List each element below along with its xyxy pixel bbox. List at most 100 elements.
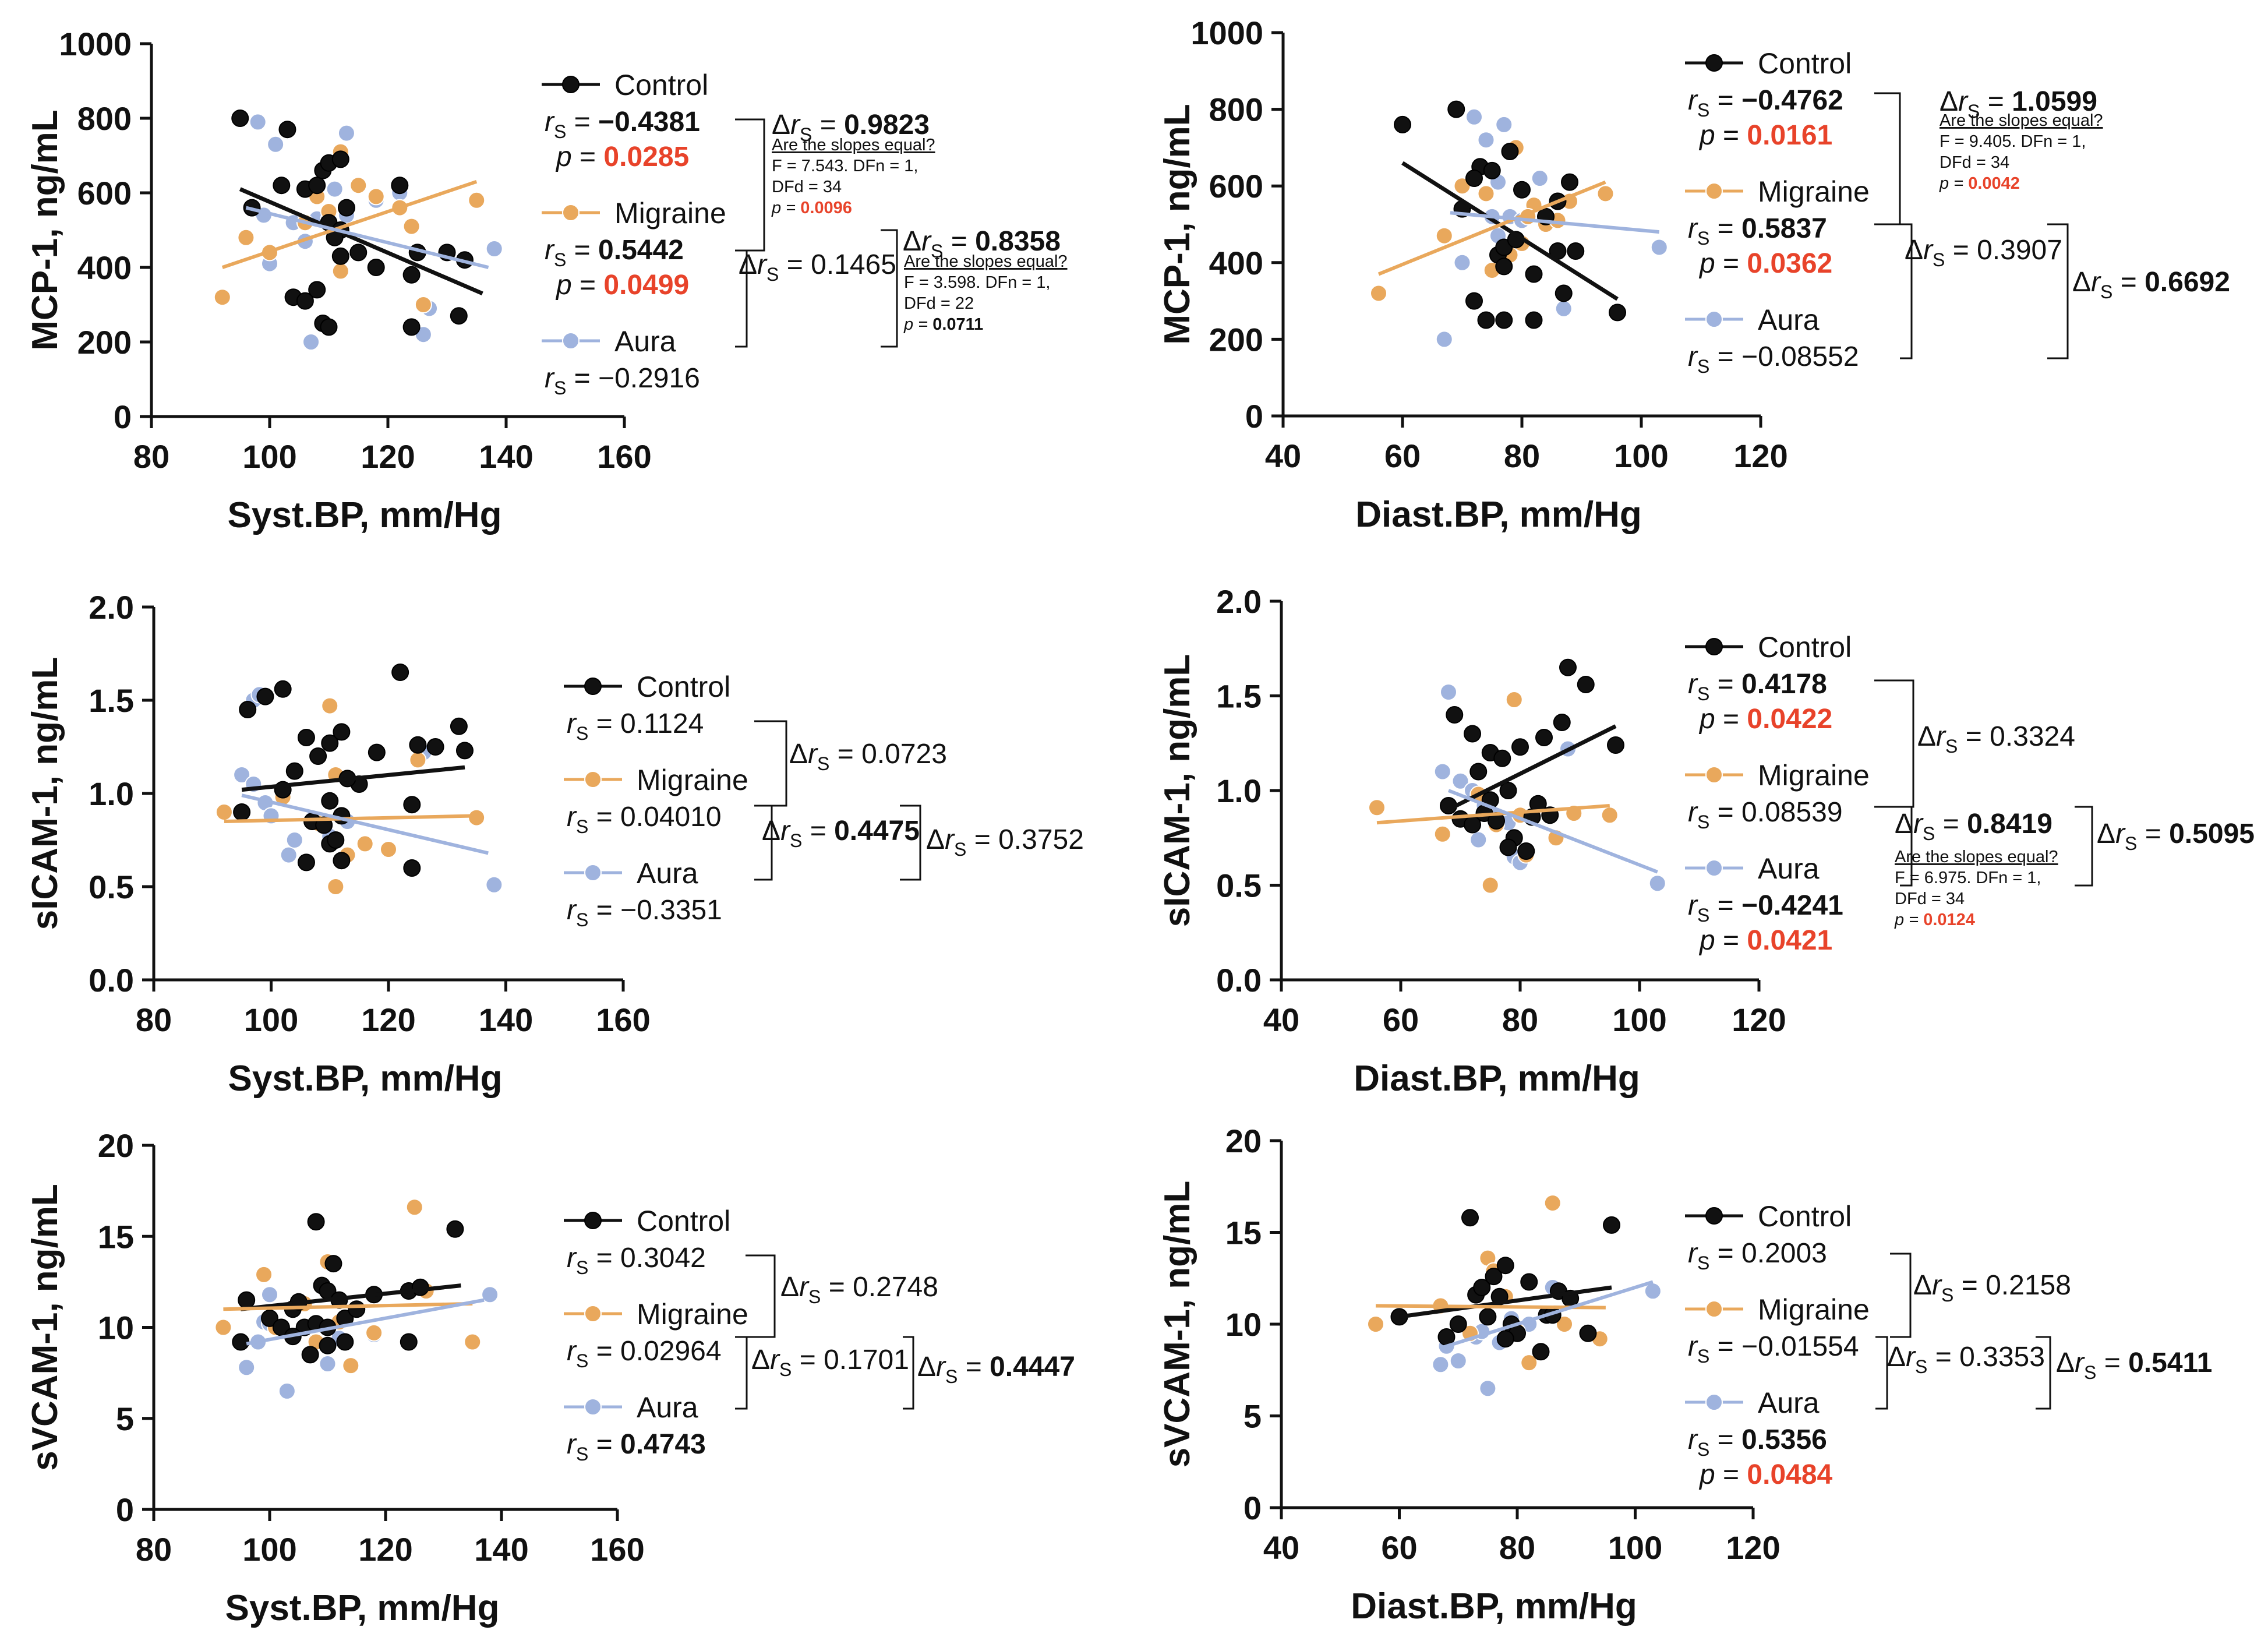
delta-rs-label: ΔrS = 0.2748: [780, 1272, 938, 1307]
y-tick-label: 1.0: [1216, 772, 1262, 809]
slope-test-question: Are the slopes equal?: [772, 136, 935, 154]
data-point-aura: [1453, 253, 1471, 271]
x-axis-title: Diast.BP, mm/Hg: [1354, 1059, 1640, 1099]
data-point-migraine: [1477, 185, 1495, 203]
legend-marker-control: [1705, 54, 1723, 72]
comparison-bracket: [2036, 1336, 2051, 1410]
x-tick-label: 140: [474, 1531, 528, 1568]
fit-line-migraine: [1376, 804, 1610, 825]
rs-value: 0.4743: [620, 1429, 706, 1460]
legend-label-migraine: Migraine: [1758, 759, 1870, 792]
y-tick-label: 1.5: [1216, 678, 1262, 715]
delta-rs-value: 0.4447: [990, 1352, 1075, 1382]
slope-test-p-value: 0.0124: [1923, 911, 1975, 929]
slope-test-f: F = 7.543. DFn = 1,: [772, 157, 918, 175]
x-tick-label: 120: [358, 1531, 412, 1568]
delta-rs-value: 0.3752: [998, 824, 1084, 855]
data-point-migraine: [1505, 691, 1523, 708]
data-point-control: [446, 1220, 464, 1238]
y-tick-label: 400: [77, 249, 132, 286]
comparison-bracket: [1900, 223, 1913, 359]
legend-marker-aura: [584, 1398, 602, 1416]
data-point-control: [233, 803, 251, 821]
legend-label-control: Control: [614, 69, 708, 101]
rs-statistic-aura: rS = −0.08552: [1688, 341, 1859, 377]
data-point-control: [1511, 738, 1529, 756]
data-point-control: [1496, 1330, 1514, 1348]
data-point-aura: [481, 1286, 499, 1304]
comparison-bracket: [2047, 223, 2069, 359]
delta-rs-value: 0.8419: [1967, 809, 2052, 839]
y-tick-label: 1000: [59, 26, 132, 62]
delta-rs-label: ΔrS = 0.4447: [917, 1352, 1075, 1387]
data-point-aura: [238, 1359, 256, 1377]
data-point-control: [1483, 161, 1501, 179]
data-point-aura: [337, 124, 355, 142]
data-point-migraine: [213, 288, 231, 306]
x-axis-title: Diast.BP, mm/Hg: [1355, 495, 1642, 535]
data-point-aura: [1435, 330, 1453, 348]
p-value: 0.0499: [603, 270, 689, 301]
slope-test-p-label: p =: [1894, 911, 1923, 929]
comparison-bracket: [903, 1336, 914, 1410]
data-point-control: [1495, 257, 1513, 276]
panel-b: 0 200 400 600 800 1000 40 60 80 100 120 Diast.BP, m…: [1157, 15, 2230, 535]
y-axis-title: MCP-1, ng/mL: [25, 110, 65, 350]
panel-a: 0 200 400 600 800 1000 80 100 120 140 160 Syst.BP, …: [25, 26, 1068, 535]
slope-test-dfd: DFd = 34: [1940, 153, 2009, 172]
rs-statistic-aura: rS = −0.3351: [567, 895, 722, 930]
data-point-control: [1465, 170, 1483, 188]
delta-rs-value: 0.3353: [1959, 1342, 2045, 1373]
data-point-control: [1496, 1257, 1514, 1275]
comparison-bracket: [1875, 1336, 1888, 1410]
rs-value: −0.08552: [1741, 341, 1859, 372]
data-point-aura: [485, 240, 503, 257]
y-tick-label: 0.5: [1216, 867, 1262, 904]
data-point-control: [402, 266, 421, 284]
legend-marker-migraine: [1705, 182, 1723, 200]
legend-label-migraine: Migraine: [637, 1298, 748, 1331]
legend-marker-migraine: [584, 1305, 602, 1322]
fit-line-control: [1447, 724, 1617, 812]
fit-line-aura: [241, 793, 489, 855]
data-point-control: [320, 318, 338, 336]
legend-label-migraine: Migraine: [1758, 175, 1870, 208]
rs-statistic-control: rS = 0.3042: [567, 1243, 706, 1278]
x-tick-label: 160: [597, 438, 651, 475]
p-statistic-aura: p = 0.0421: [1698, 925, 1832, 956]
y-tick-label: 0: [1245, 398, 1263, 435]
legend-label-control: Control: [637, 671, 730, 703]
comparison-bracket: [1890, 1253, 1912, 1338]
y-tick-label: 600: [1209, 168, 1263, 204]
data-point-migraine: [1596, 185, 1615, 203]
slope-test-question: Are the slopes equal?: [1940, 111, 2103, 130]
data-point-aura: [1469, 831, 1488, 849]
data-point-migraine: [1367, 1315, 1384, 1333]
data-point-control: [450, 717, 468, 735]
data-point-aura: [1650, 238, 1668, 256]
fit-line-control: [241, 765, 465, 792]
data-point-aura: [249, 113, 267, 131]
x-tick-label: 80: [133, 438, 169, 475]
legend-marker-aura: [1705, 311, 1723, 328]
x-axis-title: Syst.BP, mm/Hg: [228, 495, 502, 535]
x-tick-label: 100: [244, 1001, 298, 1038]
data-point-control: [1532, 1343, 1550, 1361]
legend-label-control: Control: [1758, 1200, 1852, 1233]
rs-value: 0.3042: [620, 1243, 706, 1273]
data-point-control: [349, 244, 368, 262]
data-point-control: [391, 177, 409, 195]
delta-rs-value: 0.5095: [2169, 818, 2255, 849]
x-tick-label: 160: [596, 1001, 650, 1038]
delta-rs-value: 0.3324: [1990, 721, 2075, 752]
comparison-bracket: [735, 118, 765, 252]
fit-line-control: [240, 1283, 461, 1311]
data-point-aura: [278, 1382, 296, 1400]
y-axis-title: sVCAM-1, ng/mL: [1157, 1181, 1197, 1468]
x-tick-label: 100: [242, 1531, 296, 1568]
y-tick-label: 10: [1225, 1306, 1262, 1343]
comparison-bracket: [754, 720, 787, 807]
data-point-migraine: [367, 188, 385, 206]
legend-label-aura: Aura: [1758, 304, 1820, 336]
panel-e: 0 5 10 15 20 80 100 120 140 160 Syst.BP, mm/Hg sVCA…: [25, 1127, 1075, 1628]
